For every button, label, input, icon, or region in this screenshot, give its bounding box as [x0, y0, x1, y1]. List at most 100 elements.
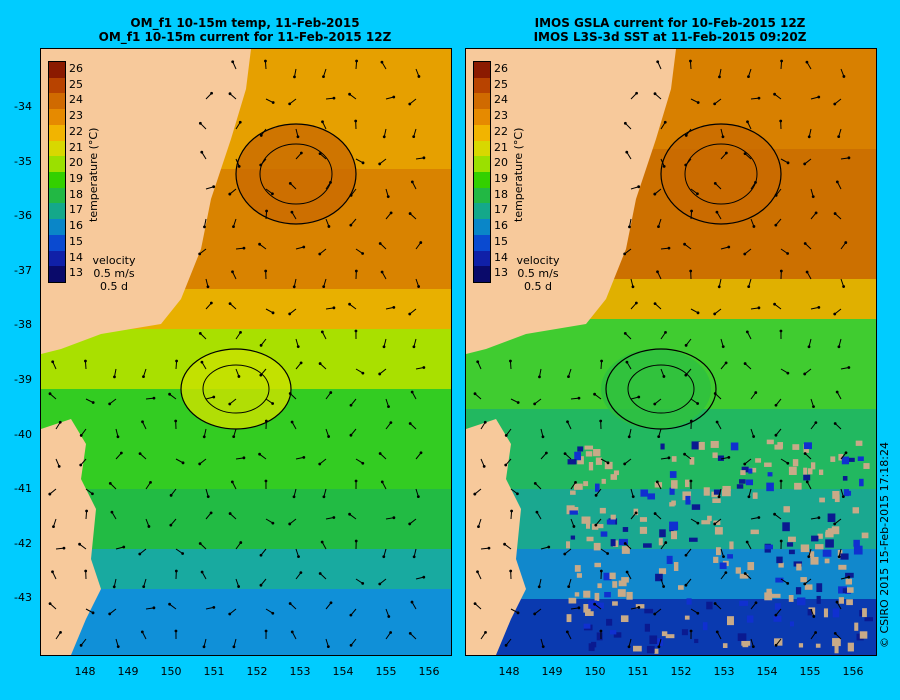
cloud-speckle — [640, 489, 649, 497]
arrow-head — [392, 305, 396, 309]
arrow-head — [79, 463, 83, 467]
cloud-speckle — [655, 638, 664, 646]
colorbar-swatch — [474, 77, 490, 94]
arrow-head — [747, 495, 751, 499]
cloud-speckle — [822, 549, 832, 557]
left-title-line2: OM_f1 10-15m current for 11-Feb-2015 12Z — [98, 30, 392, 44]
arrow-head — [408, 212, 412, 215]
colorbar-swatch — [49, 140, 65, 157]
cloud-speckle — [764, 592, 773, 601]
arrow-head — [634, 511, 638, 515]
lat-tick-label: -39 — [14, 373, 32, 386]
arrow-head — [57, 464, 61, 468]
arrow-head — [683, 452, 686, 456]
cloud-speckle — [644, 608, 654, 614]
arrow-head — [392, 516, 396, 520]
arrow-head — [751, 645, 755, 649]
arrow-head — [757, 306, 761, 310]
arrow-head — [817, 95, 821, 99]
arrow-head — [841, 495, 845, 499]
cloud-speckle — [741, 466, 749, 473]
arrow-head — [786, 371, 790, 375]
arrow-head — [689, 479, 693, 483]
cloud-speckle — [654, 648, 659, 654]
arrow-head — [354, 479, 358, 483]
right-sst-map — [466, 49, 876, 655]
eddy-circulation — [235, 123, 357, 225]
arrow-head — [147, 525, 151, 528]
arrow-head — [847, 575, 851, 579]
arrow-head — [625, 150, 629, 154]
colorbar-swatch — [474, 62, 490, 79]
lon-tick-label: 148 — [74, 665, 96, 678]
copyright-text: © CSIRO 2015 15-Feb-2015 17:18:24 — [878, 442, 891, 648]
arrow-head — [181, 552, 185, 555]
arrow-head — [408, 632, 412, 635]
cloud-speckle — [782, 522, 790, 532]
cloud-speckle — [832, 608, 840, 618]
arrow-head — [242, 246, 246, 250]
arrow-head — [290, 630, 294, 634]
cloud-speckle — [586, 536, 594, 542]
arrow-head — [329, 601, 333, 605]
lat-tick-label: -41 — [14, 482, 32, 496]
arrow-head — [348, 302, 351, 306]
arrow-head — [487, 546, 491, 550]
arrow-head — [168, 392, 171, 396]
colorbar-tick-label: 24 — [494, 93, 508, 107]
arrow-head — [653, 302, 657, 306]
cloud-speckle — [797, 597, 806, 606]
lon-tick-label: 156 — [842, 665, 864, 678]
arrow-head — [812, 405, 815, 408]
arrow-head — [140, 630, 144, 634]
arrow-head — [696, 521, 700, 525]
cloud-speckle — [686, 598, 692, 605]
arrow-head — [422, 156, 426, 160]
arrow-head — [212, 395, 216, 399]
arrow-head — [332, 96, 336, 100]
arrow-head — [271, 402, 275, 405]
arrow-head — [51, 570, 54, 574]
arrow-head — [623, 462, 627, 466]
arrow-head — [807, 345, 811, 349]
arrow-head — [631, 285, 635, 289]
arrow-head — [653, 92, 657, 96]
cloud-speckle — [710, 440, 719, 448]
arrow-head — [773, 302, 776, 306]
right-map-panel — [465, 48, 877, 656]
arrow-head — [181, 461, 185, 465]
arrow-head — [349, 433, 353, 437]
arrow-head — [623, 542, 627, 545]
arrow-head — [149, 480, 152, 484]
cloud-speckle — [834, 645, 839, 654]
lat-tick-label: -40 — [14, 427, 32, 441]
arrow-head — [202, 435, 206, 439]
cloud-speckle — [788, 466, 797, 475]
cloud-speckle — [635, 604, 645, 609]
arrow-head — [752, 435, 756, 438]
arrow-head — [779, 539, 783, 543]
arrow-head — [541, 645, 545, 649]
arrow-head — [110, 510, 114, 514]
colorbar-tick-label: 23 — [494, 109, 508, 123]
cloud-speckle — [766, 482, 774, 492]
cloud-speckle — [853, 539, 860, 547]
cloud-speckle — [729, 541, 734, 550]
cloud-speckle — [619, 538, 628, 546]
arrow-head — [745, 540, 749, 544]
arrow-head — [593, 392, 596, 396]
arrow-head — [408, 102, 412, 106]
arrow-head — [628, 225, 631, 229]
arrow-head — [349, 613, 353, 617]
arrow-head — [299, 151, 303, 155]
cloud-speckle — [646, 645, 655, 654]
eddy-circulation — [627, 364, 695, 414]
arrow-head — [842, 75, 846, 78]
arrow-head — [657, 435, 661, 439]
arrow-head — [320, 330, 324, 334]
arrow-head — [228, 92, 232, 96]
arrow-head — [264, 479, 268, 483]
cloud-speckle — [712, 452, 718, 458]
arrow-head — [238, 120, 242, 124]
cloud-speckle — [830, 456, 836, 462]
